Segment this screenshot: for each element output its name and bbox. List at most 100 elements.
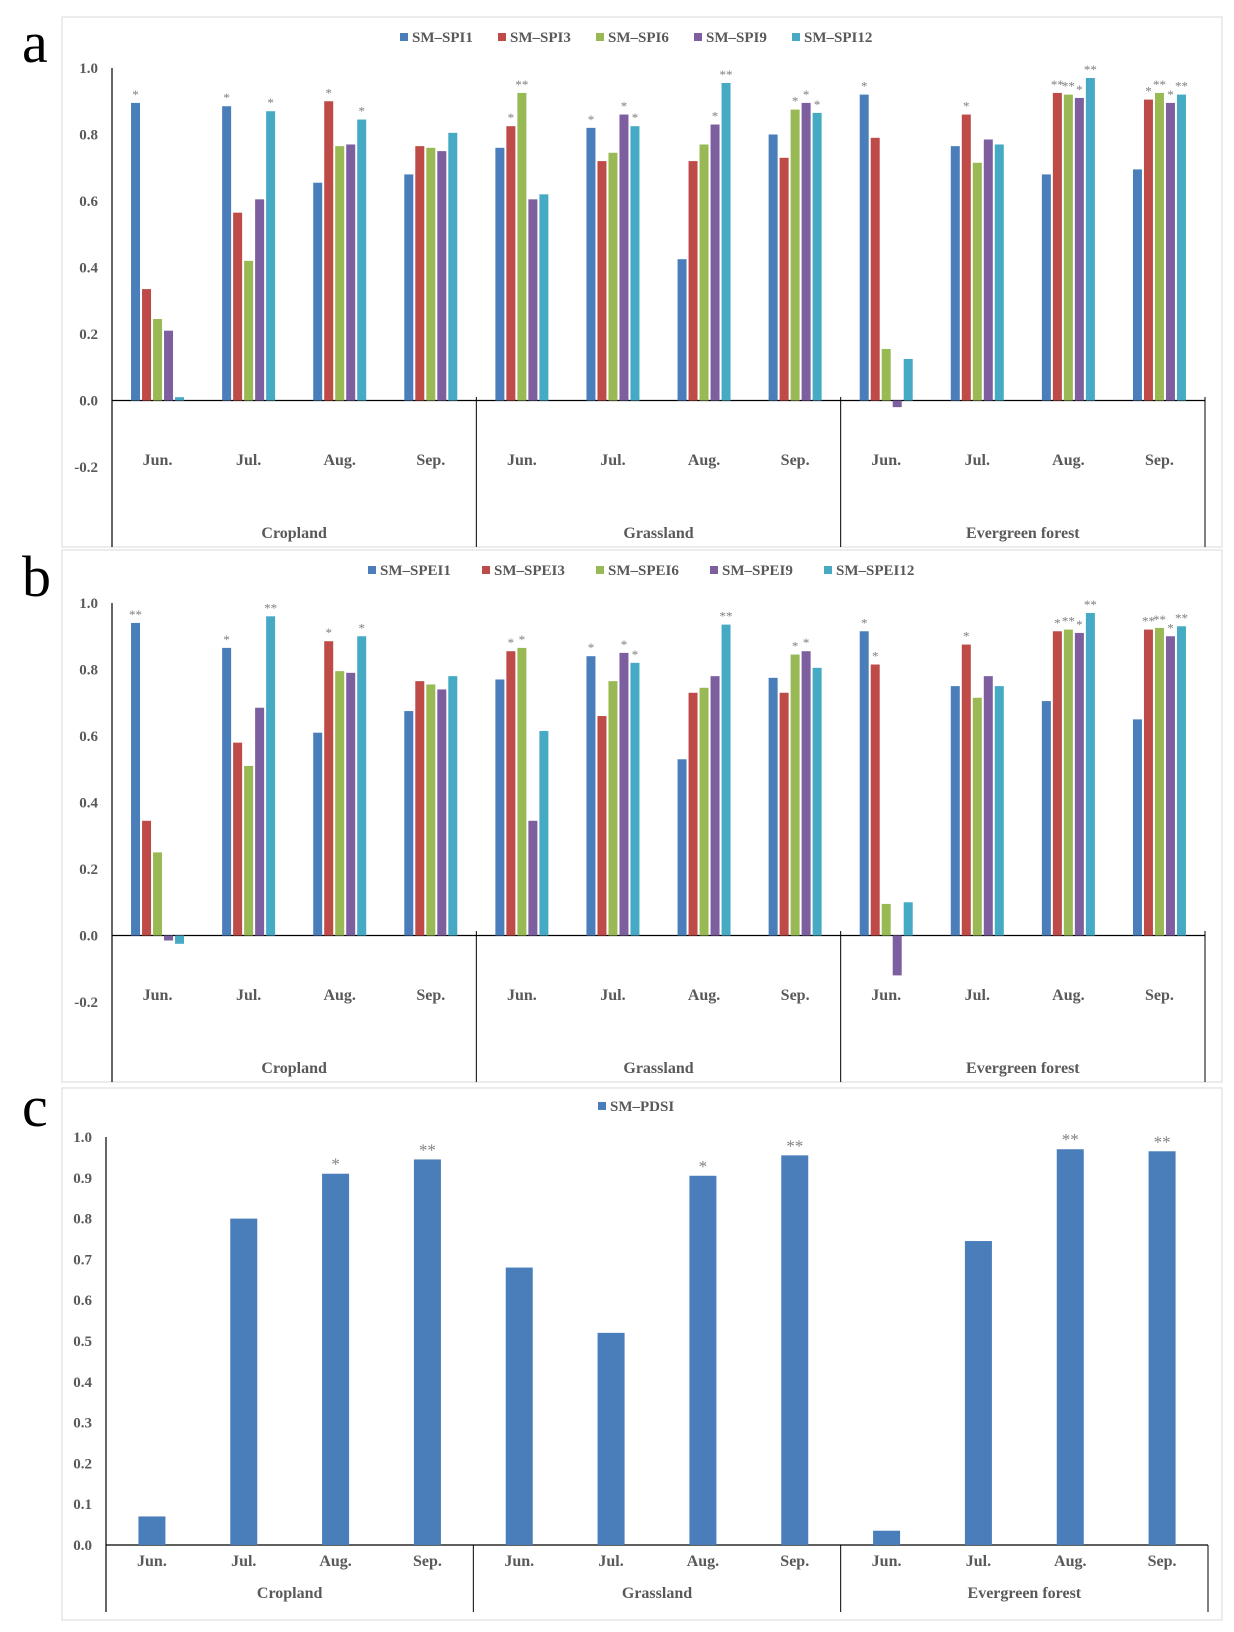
legend-label-b: SM–SPEI6 [608, 563, 679, 579]
bar-b-2 [142, 820, 152, 936]
bar-b-4 [619, 652, 629, 936]
category-label-c: Jul. [598, 1553, 623, 1570]
category-label-a: Aug. [688, 452, 720, 469]
bar-b-2 [870, 664, 880, 936]
significance-marker-a: * [814, 97, 821, 112]
bar-b-5 [1085, 612, 1095, 936]
bar-b-3 [517, 647, 527, 936]
significance-marker-c: ** [1154, 1132, 1171, 1151]
significance-marker-a: ** [515, 77, 528, 92]
bar-a-5 [903, 358, 913, 401]
bar-a-2 [870, 137, 880, 401]
category-label-a: Jun. [871, 452, 901, 469]
bar-c-1 [505, 1267, 533, 1545]
bar-b-4 [528, 820, 538, 936]
bar-a-5 [630, 126, 640, 401]
significance-marker-a: * [1145, 84, 1152, 99]
bar-b-2 [1143, 629, 1153, 936]
category-label-b: Jul. [600, 987, 625, 1004]
significance-marker-c: ** [786, 1136, 803, 1155]
significance-marker-a: ** [720, 67, 733, 82]
significance-marker-c: * [699, 1157, 708, 1176]
bar-a-4 [255, 199, 265, 401]
bar-c-1 [597, 1332, 625, 1545]
bar-c-1 [781, 1155, 809, 1545]
bar-a-1 [131, 102, 141, 401]
legend-label-a: SM–SPI1 [412, 30, 473, 46]
legend-label-a: SM–SPI3 [510, 30, 571, 46]
category-label-a: Jun. [507, 452, 537, 469]
bar-a-2 [961, 114, 971, 401]
category-label-b: Jul. [236, 987, 261, 1004]
significance-marker-a: * [963, 99, 970, 114]
legend-swatch-a [596, 33, 604, 41]
significance-marker-a: ** [1062, 79, 1075, 94]
bar-a-4 [1074, 97, 1084, 401]
panel-frame-c [61, 1087, 1223, 1621]
bar-a-4 [437, 151, 447, 401]
category-label-b: Aug. [323, 987, 355, 1004]
category-label-a: Sep. [781, 452, 810, 469]
bar-b-1 [1041, 701, 1051, 936]
significance-marker-a: ** [1175, 79, 1188, 94]
bar-a-2 [233, 212, 243, 401]
significance-marker-b: * [358, 620, 365, 635]
bar-b-1 [859, 631, 869, 936]
significance-marker-b: * [588, 640, 595, 655]
significance-marker-a: * [1167, 87, 1174, 102]
category-label-b: Jul. [965, 987, 990, 1004]
bar-a-3 [335, 146, 345, 401]
bar-b-2 [233, 742, 243, 936]
group-label-c: Evergreen forest [968, 1585, 1082, 1602]
bar-a-5 [812, 112, 822, 401]
legend-label-a: SM–SPI9 [706, 30, 767, 46]
significance-marker-b: * [325, 625, 332, 640]
bar-a-5 [266, 111, 276, 401]
bar-b-4 [437, 689, 447, 936]
significance-marker-b: ** [1153, 612, 1166, 627]
y-tick-label-b: 0.8 [79, 663, 98, 679]
legend-label-b: SM–SPEI9 [722, 563, 793, 579]
y-tick-label-a: -0.2 [74, 460, 98, 476]
significance-marker-a: * [861, 79, 868, 94]
category-label-a: Sep. [416, 452, 445, 469]
significance-marker-b: ** [1084, 597, 1097, 612]
bar-a-2 [142, 289, 152, 401]
category-label-b: Jun. [143, 987, 173, 1004]
bar-a-1 [495, 147, 505, 401]
bar-a-4 [346, 144, 356, 401]
bar-b-4 [164, 935, 174, 941]
bar-a-2 [688, 161, 698, 401]
bar-a-5 [1085, 77, 1095, 401]
category-label-c: Jul. [231, 1553, 256, 1570]
bar-a-3 [517, 92, 527, 401]
legend-swatch-b [824, 566, 832, 574]
category-label-a: Jul. [965, 452, 990, 469]
panel-label-a: a [22, 10, 48, 75]
bar-b-1 [1132, 719, 1142, 936]
bar-a-4 [892, 400, 902, 408]
y-tick-label-c: 0.3 [73, 1416, 92, 1432]
bar-a-4 [983, 139, 993, 401]
significance-marker-b: * [519, 632, 526, 647]
bar-a-3 [1154, 92, 1164, 401]
significance-marker-b: ** [1062, 614, 1075, 629]
bar-b-3 [244, 765, 254, 936]
bar-b-5 [357, 636, 367, 936]
legend-label-b: SM–SPEI1 [380, 563, 451, 579]
bar-a-3 [608, 152, 618, 401]
significance-marker-c: ** [419, 1140, 436, 1159]
y-tick-label-b: -0.2 [74, 995, 98, 1011]
group-label-a: Evergreen forest [966, 525, 1080, 542]
bar-b-1 [768, 677, 778, 936]
bar-a-1 [586, 127, 596, 401]
significance-marker-b: ** [264, 600, 277, 615]
bar-b-1 [495, 679, 505, 936]
bar-c-1 [322, 1173, 350, 1545]
bar-b-5 [630, 662, 640, 936]
significance-marker-a: * [132, 87, 139, 102]
significance-marker-b: * [861, 615, 868, 630]
bar-c-1 [964, 1241, 992, 1545]
bar-a-4 [619, 114, 629, 401]
